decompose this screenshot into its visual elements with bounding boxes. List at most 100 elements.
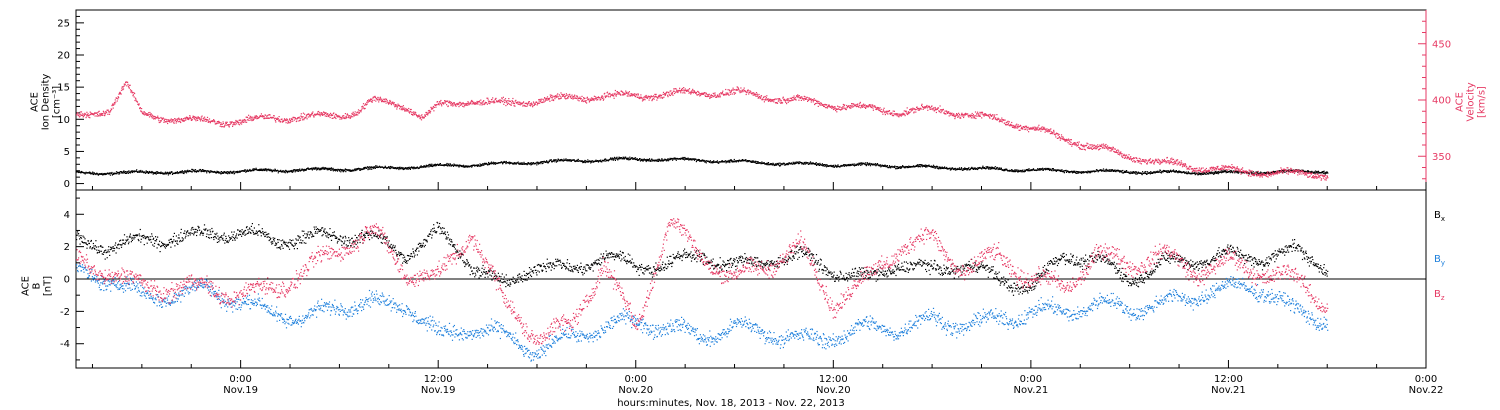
point [644,95,646,97]
point [616,158,618,160]
point [182,171,184,173]
point [639,160,642,162]
point [91,112,93,115]
point [312,111,314,113]
point [367,169,369,171]
point [588,101,590,103]
point [536,164,538,166]
point [374,95,376,97]
point [340,171,342,173]
point [790,100,792,102]
point [730,159,732,161]
point [181,170,183,172]
point [1135,173,1137,175]
point [389,102,391,104]
point [650,96,652,98]
point [119,172,121,174]
point [899,166,901,168]
point [330,167,332,169]
point [582,160,584,163]
point [707,94,709,96]
point [657,158,659,160]
point [483,164,485,166]
point [893,166,895,168]
point [682,89,684,91]
point [462,102,464,104]
point [798,95,800,97]
point [833,106,835,108]
point [837,108,839,110]
point [306,118,308,120]
point [680,90,682,92]
point [221,123,223,125]
point [716,95,718,98]
point [368,168,370,170]
point [986,166,988,168]
point [669,157,671,159]
point [835,165,837,167]
point [464,166,466,168]
point [301,117,303,119]
point [669,90,671,92]
point [380,97,382,100]
point [617,91,619,94]
point [971,166,973,168]
point [662,160,664,162]
point [592,98,594,100]
point [997,167,999,169]
point [271,169,273,171]
point [691,159,693,161]
point [781,101,783,103]
point [354,111,356,113]
point [700,93,702,95]
point [734,160,736,163]
point [1074,170,1076,172]
point [557,160,559,162]
point [432,165,434,168]
point [1077,171,1079,173]
point [254,116,256,118]
point [691,91,693,94]
point [810,101,812,103]
point [1113,169,1115,172]
point [1038,169,1040,171]
point [233,123,235,125]
point [704,161,707,163]
point [643,159,645,161]
point [749,160,751,162]
point [1229,172,1231,174]
point [225,122,227,124]
point [225,121,227,123]
point [673,157,675,159]
point [350,169,352,172]
point [226,124,228,126]
point [316,167,318,169]
point [480,99,482,101]
point [104,172,106,175]
point [667,96,669,98]
point [394,104,396,106]
point [544,97,546,99]
point [694,159,696,161]
point [644,159,646,161]
point [761,99,763,101]
point [1108,169,1110,171]
point [729,159,731,161]
point [339,168,341,170]
point [370,167,372,169]
point [865,164,867,166]
point [181,171,183,173]
point [757,97,759,99]
point [128,86,130,88]
point [681,87,684,90]
point [560,97,562,99]
point [188,118,190,120]
point [698,159,700,161]
point [179,118,181,120]
point [780,164,782,166]
point [353,169,355,171]
point [895,168,897,170]
point [661,96,663,99]
point [648,158,651,160]
point [896,166,898,168]
